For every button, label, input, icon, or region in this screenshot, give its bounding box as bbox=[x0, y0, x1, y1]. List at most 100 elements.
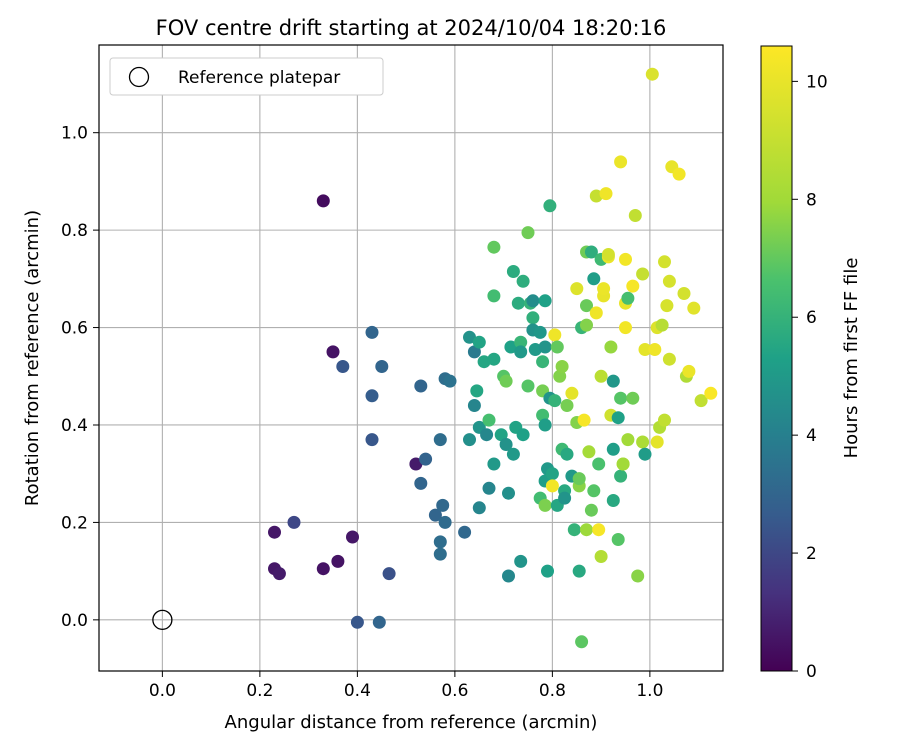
grid-lines bbox=[99, 45, 723, 671]
y-tick-label: 0.4 bbox=[61, 416, 88, 436]
data-point bbox=[550, 340, 564, 354]
data-point bbox=[580, 523, 593, 537]
data-points bbox=[268, 67, 718, 649]
legend: Reference platepar bbox=[109, 57, 384, 96]
data-point bbox=[597, 282, 611, 296]
data-point bbox=[382, 567, 396, 581]
x-axis-label: Angular distance from reference (arcmin) bbox=[225, 712, 598, 733]
x-tick-label: 0.0 bbox=[149, 681, 176, 701]
data-point bbox=[616, 457, 630, 471]
chart-title: FOV centre drift starting at 2024/10/04 … bbox=[156, 16, 667, 40]
data-point bbox=[589, 306, 603, 320]
data-point bbox=[553, 369, 567, 383]
reference-marker bbox=[152, 609, 173, 630]
data-point bbox=[567, 523, 581, 537]
data-point bbox=[365, 433, 379, 447]
data-point bbox=[482, 413, 496, 427]
data-point bbox=[487, 352, 501, 366]
legend-box bbox=[109, 57, 384, 96]
data-point bbox=[580, 299, 593, 313]
data-point bbox=[487, 289, 501, 303]
colorbar-tick-label: 0 bbox=[806, 662, 817, 682]
data-point bbox=[533, 325, 547, 339]
data-point bbox=[587, 484, 601, 498]
data-point bbox=[436, 498, 450, 512]
data-point bbox=[487, 240, 501, 254]
data-point bbox=[648, 343, 662, 356]
data-point bbox=[336, 360, 350, 373]
x-tick-label: 0.6 bbox=[441, 681, 468, 701]
data-point bbox=[570, 282, 584, 296]
data-point bbox=[638, 447, 652, 461]
data-point bbox=[514, 554, 528, 568]
data-point bbox=[268, 525, 281, 539]
data-point bbox=[443, 374, 457, 388]
data-point bbox=[506, 265, 520, 278]
data-point bbox=[365, 389, 379, 403]
data-point bbox=[438, 515, 452, 529]
data-point bbox=[687, 301, 701, 315]
data-point bbox=[638, 343, 652, 356]
data-point bbox=[577, 413, 591, 427]
data-point bbox=[662, 274, 676, 288]
data-point bbox=[614, 391, 628, 405]
colorbar-tick-label: 6 bbox=[806, 308, 817, 328]
data-point bbox=[467, 399, 481, 412]
data-point bbox=[477, 355, 491, 369]
data-point bbox=[528, 343, 542, 356]
data-point bbox=[514, 345, 528, 359]
data-point bbox=[480, 428, 494, 442]
data-point bbox=[433, 535, 447, 549]
data-point bbox=[560, 399, 574, 412]
data-point bbox=[511, 296, 525, 310]
data-point bbox=[621, 291, 635, 305]
data-point bbox=[619, 321, 632, 335]
colorbar-tick-label: 4 bbox=[806, 426, 817, 446]
data-point bbox=[572, 472, 586, 486]
data-point bbox=[272, 567, 286, 581]
data-point bbox=[433, 547, 447, 561]
data-point bbox=[350, 615, 364, 629]
data-point bbox=[346, 530, 359, 544]
data-point bbox=[555, 360, 569, 373]
data-point bbox=[582, 445, 596, 459]
colorbar-tick-label: 2 bbox=[806, 544, 817, 564]
data-point bbox=[326, 345, 340, 359]
data-point bbox=[589, 189, 603, 203]
data-point bbox=[560, 447, 574, 461]
data-point bbox=[526, 311, 540, 325]
data-point bbox=[592, 457, 606, 471]
data-point bbox=[536, 408, 550, 422]
data-point bbox=[558, 491, 572, 505]
data-point bbox=[472, 335, 486, 349]
colorbar-tick-label: 10 bbox=[806, 72, 828, 92]
data-point bbox=[601, 248, 615, 261]
y-tick-label: 0.0 bbox=[61, 611, 88, 631]
data-point bbox=[514, 335, 528, 349]
data-point bbox=[611, 411, 625, 425]
data-point bbox=[606, 494, 620, 507]
data-point bbox=[506, 447, 520, 461]
colorbar bbox=[760, 45, 793, 672]
data-point bbox=[621, 433, 635, 447]
data-point bbox=[704, 386, 718, 400]
data-point bbox=[504, 340, 518, 354]
data-point bbox=[499, 374, 513, 388]
data-point bbox=[599, 187, 613, 201]
data-point bbox=[677, 287, 691, 300]
data-point bbox=[672, 167, 686, 181]
plot-frame bbox=[98, 44, 724, 672]
data-point bbox=[645, 67, 659, 81]
data-point bbox=[606, 442, 620, 456]
data-point bbox=[502, 486, 515, 500]
data-point bbox=[538, 418, 552, 432]
data-point bbox=[580, 318, 593, 332]
data-point bbox=[545, 479, 559, 493]
y-axis-label: Rotation from reference (arcmin) bbox=[22, 210, 43, 506]
data-point bbox=[414, 379, 428, 393]
data-point bbox=[584, 245, 598, 259]
data-point bbox=[316, 194, 330, 208]
y-tick-label: 0.8 bbox=[61, 221, 88, 241]
reference-platepar-point bbox=[152, 609, 173, 630]
data-point bbox=[587, 272, 601, 286]
